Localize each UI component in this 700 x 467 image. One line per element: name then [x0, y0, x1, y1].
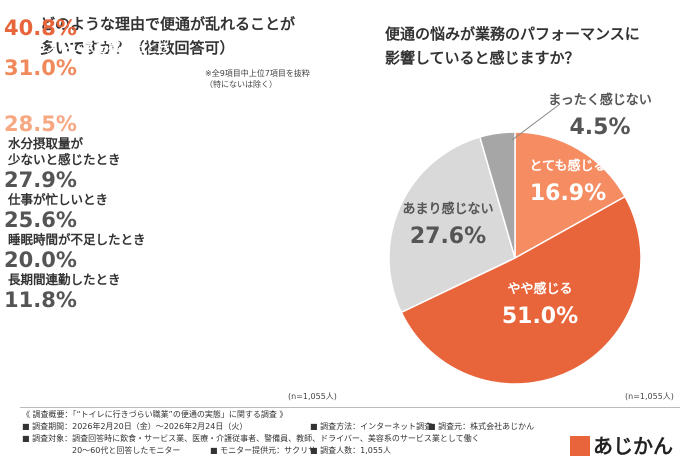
bar-label: 生活リズムが乱れたとき: [8, 0, 146, 15]
pie-slice: [478, 131, 516, 259]
survey-item: ■ 調査元：株式会社あじかん: [428, 422, 535, 431]
slice-value: 51.0%: [502, 304, 578, 329]
note: ※全9項目中上位7項目を抜粋 （特にないは除く）: [205, 69, 310, 89]
bar-label: 食事の時間が 不規則になったとき: [8, 80, 121, 111]
logo: あじかん: [570, 430, 673, 459]
leader-line: [511, 103, 561, 141]
logo-text: あじかん: [593, 434, 673, 458]
value-label: 11.8%: [4, 288, 77, 312]
survey-heading: 《 調査概要：「“トイレに行きづらい職業”の便通の実態」に関する調査 》: [22, 410, 288, 419]
bar-label: 仕事のストレスを感じたとき: [8, 40, 171, 55]
slice-label: まったく感じない: [548, 92, 651, 108]
pie-slice: [400, 195, 642, 385]
pie-slice: [388, 136, 516, 314]
bar-row: 長期間連勤したとき 11.8%: [0, 272, 700, 312]
bar-row: 水分摂取量が 少ないと感じたとき 27.9%: [0, 136, 700, 192]
bar-row: 仕事が忙しいとき 25.6%: [0, 192, 700, 232]
pie-title: 便通の悩みが業務のパフォーマンスに 影響していると感じますか？: [385, 25, 640, 67]
bar-label: 睡眠時間が不足したとき: [8, 232, 146, 247]
survey-item: ■ 調査人数：1,055人: [310, 446, 392, 455]
slice-value: 27.6%: [410, 224, 486, 249]
sample-size: (n=1,055人): [288, 392, 337, 401]
slice-value: 4.5%: [569, 115, 630, 140]
value-label: 28.5%: [4, 112, 77, 136]
bar-row: 食事の時間が 不規則になったとき 28.5%: [0, 80, 700, 136]
bar-label: 仕事が忙しいとき: [8, 192, 109, 207]
slice-label: とても感じる: [530, 158, 607, 174]
pie-slice: [514, 131, 627, 260]
survey-item: ■ 調査期間：2026年2月20日（金）～2026年2月24日（火）: [22, 422, 248, 431]
sample-size: (n=1,055人): [625, 392, 674, 401]
survey-item: ■ 調査対象：調査回答時に飲食・サービス業、医療・介護従事者、警備員、教師、ドラ…: [22, 434, 480, 443]
bar-row: 仕事のストレスを感じたとき 31.0%: [0, 40, 700, 80]
slice-value: 16.9%: [530, 181, 606, 206]
bar-label: 水分摂取量が 少ないと感じたとき: [8, 136, 121, 167]
slice-label: やや感じる: [507, 281, 572, 297]
value-label: 40.8%: [4, 16, 77, 40]
bar-title: どのような理由で便通が乱れることが 多いですか？（複数回答可）: [40, 15, 296, 57]
value-label: 20.0%: [4, 248, 77, 272]
value-label: 25.6%: [4, 208, 77, 232]
survey-item: 20～60代と回答したモニター: [72, 446, 181, 455]
survey-item: ■ 調査方法：インターネット調査: [310, 422, 433, 431]
value-label: 27.9%: [4, 168, 77, 192]
value-label: 31.0%: [4, 56, 77, 80]
slice-label: あまり感じない: [402, 201, 493, 217]
separator: [20, 407, 680, 408]
bar-row: 生活リズムが乱れたとき 40.8%: [0, 0, 700, 40]
bar-label: 長期間連勤したとき: [8, 272, 121, 287]
survey-item: ■ モニター提供元：サクリサ: [210, 446, 317, 455]
logo-mark: [570, 436, 590, 456]
bar-row: 睡眠時間が不足したとき 20.0%: [0, 232, 700, 272]
